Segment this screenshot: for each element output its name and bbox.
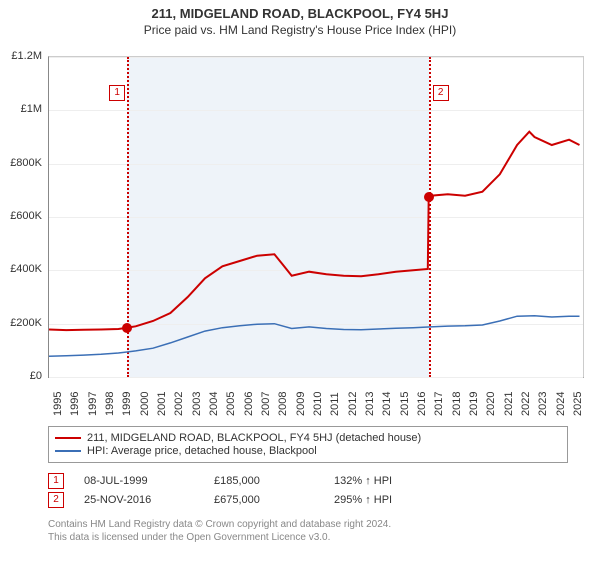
chart-area: 1 2 £0£200K£400K£600K£800K£1M£1.2M — [48, 56, 582, 376]
legend-swatch-property — [55, 437, 81, 439]
sale-date-1: 08-JUL-1999 — [84, 475, 214, 487]
sale-marker-2: 2 — [433, 85, 449, 101]
chart-subtitle: Price paid vs. HM Land Registry's House … — [0, 23, 600, 37]
sale-hpi-1: 132% ↑ HPI — [334, 475, 484, 487]
plot-background: 1 2 — [48, 56, 584, 378]
sale-dot-1 — [122, 323, 132, 333]
x-axis-labels: 1995199619971998199920002001200220032004… — [48, 382, 582, 432]
footer: Contains HM Land Registry data © Crown c… — [48, 518, 568, 544]
legend-label-hpi: HPI: Average price, detached house, Blac… — [87, 445, 317, 457]
sale-date-2: 25-NOV-2016 — [84, 494, 214, 506]
sale-dot-2 — [424, 192, 434, 202]
legend-swatch-hpi — [55, 450, 81, 452]
legend: 211, MIDGELAND ROAD, BLACKPOOL, FY4 5HJ … — [48, 426, 568, 463]
legend-row-hpi: HPI: Average price, detached house, Blac… — [55, 445, 561, 457]
sale-hpi-2: 295% ↑ HPI — [334, 494, 484, 506]
sale-marker-1: 1 — [109, 85, 125, 101]
sale-badge-1: 1 — [48, 473, 64, 489]
sale-price-2: £675,000 — [214, 494, 334, 506]
legend-label-property: 211, MIDGELAND ROAD, BLACKPOOL, FY4 5HJ … — [87, 432, 421, 444]
legend-row-property: 211, MIDGELAND ROAD, BLACKPOOL, FY4 5HJ … — [55, 432, 561, 444]
sale-badge-2: 2 — [48, 492, 64, 508]
footer-line-2: This data is licensed under the Open Gov… — [48, 531, 568, 544]
sale-row-1: 1 08-JUL-1999 £185,000 132% ↑ HPI — [48, 473, 568, 489]
footer-line-1: Contains HM Land Registry data © Crown c… — [48, 518, 568, 531]
sale-row-2: 2 25-NOV-2016 £675,000 295% ↑ HPI — [48, 492, 568, 508]
sale-price-1: £185,000 — [214, 475, 334, 487]
sales-table: 1 08-JUL-1999 £185,000 132% ↑ HPI 2 25-N… — [48, 470, 568, 511]
chart-container: 211, MIDGELAND ROAD, BLACKPOOL, FY4 5HJ … — [0, 6, 600, 566]
chart-title: 211, MIDGELAND ROAD, BLACKPOOL, FY4 5HJ — [0, 6, 600, 21]
